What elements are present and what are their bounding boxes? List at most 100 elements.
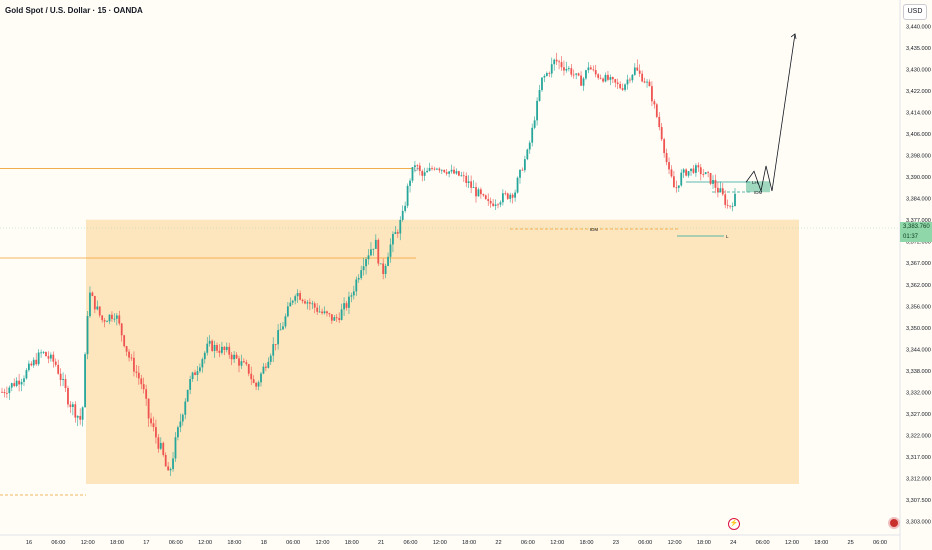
candle-body [374, 239, 377, 249]
candle-body [379, 263, 382, 265]
candle-body [86, 316, 89, 355]
candle-body [84, 354, 86, 408]
candle-body [653, 101, 656, 105]
candle-body [418, 165, 421, 171]
candle-body [575, 73, 578, 75]
level-label: IDM [754, 190, 763, 195]
candle-body [519, 169, 521, 178]
candle-body [572, 74, 575, 76]
candle-body [440, 169, 443, 171]
candle-body [526, 149, 529, 160]
candle-body [570, 68, 573, 75]
candle-body [272, 344, 275, 356]
candle-body [1, 391, 3, 393]
candle-body [406, 185, 409, 206]
y-tick-label: 3,338.000 [906, 369, 931, 375]
candle-body [597, 74, 600, 78]
candle-body [49, 354, 52, 359]
candle-body [682, 169, 685, 173]
candle-body [545, 73, 548, 76]
y-tick-label: 3,322.000 [906, 433, 931, 439]
candle-body [159, 442, 162, 449]
candle-body [137, 372, 140, 379]
candle-body [428, 168, 431, 171]
candle-body [299, 293, 301, 300]
candle-body [550, 64, 553, 74]
candle-body [27, 363, 30, 371]
candle-body [120, 323, 123, 336]
level-label: IDM [590, 227, 599, 232]
candle-body [697, 165, 700, 168]
candle-body [409, 180, 411, 186]
tradingview-logo-icon[interactable] [888, 517, 900, 529]
last-price: 3,383.760 [903, 224, 930, 230]
y-tick-label: 3,406.000 [906, 132, 931, 138]
candle-body [582, 78, 585, 86]
candle-body [651, 86, 653, 102]
candle-body [355, 279, 358, 292]
symbol-title[interactable]: Gold Spot / U.S. Dollar · 15 · OANDA [5, 6, 143, 15]
candle-body [646, 81, 648, 83]
level-lines: LH IDM LH IDM L [0, 166, 900, 496]
candle-body [167, 466, 170, 471]
candle-body [472, 187, 475, 188]
candle-body [724, 194, 727, 205]
candle-body [140, 378, 143, 385]
candle-body [76, 415, 79, 418]
candle-body [221, 346, 223, 353]
x-tick-label: 24 [730, 540, 736, 546]
candle-body [245, 362, 248, 365]
x-tick-label: 18:00 [345, 540, 359, 546]
candle-body [707, 172, 710, 174]
candle-body [396, 232, 399, 234]
candle-body [399, 219, 402, 234]
candle-body [695, 165, 697, 173]
y-tick-label: 3,384.000 [906, 197, 931, 203]
candle-body [162, 442, 165, 456]
x-tick-label: 21 [378, 540, 384, 546]
candle-body [541, 77, 543, 91]
candle-body [348, 296, 350, 308]
candle-body [30, 363, 33, 366]
x-tick-label: 12:00 [198, 540, 212, 546]
candle-body [555, 59, 558, 62]
currency-button[interactable]: USD [903, 4, 927, 20]
candle-body [211, 340, 214, 351]
y-tick-label: 3,317.000 [906, 455, 931, 461]
x-tick-label: 18 [261, 540, 267, 546]
candle-body [479, 189, 482, 195]
candle-body [118, 315, 121, 324]
candle-body [577, 73, 580, 76]
candle-body [252, 379, 255, 383]
candle-body [458, 171, 460, 176]
candle-body [242, 361, 245, 363]
candle-series [1, 52, 736, 476]
candle-body [128, 351, 130, 358]
candle-body [721, 188, 724, 195]
x-tick-label: 12:00 [433, 540, 447, 546]
candle-body [333, 317, 336, 321]
candle-body [734, 193, 736, 207]
candle-body [260, 373, 262, 383]
candle-body [164, 455, 167, 467]
candle-body [421, 170, 424, 176]
x-tick-label: 06:00 [286, 540, 300, 546]
candle-body [641, 73, 644, 82]
candle-body [719, 188, 722, 193]
candle-body [23, 378, 25, 382]
candle-body [81, 407, 84, 420]
x-tick-label: 17 [143, 540, 149, 546]
lightning-flag-icon[interactable]: ⚡ [728, 518, 740, 530]
y-tick-label: 3,327.000 [906, 412, 931, 418]
candle-body [130, 357, 133, 359]
candle-body [392, 233, 394, 245]
candle-body [475, 187, 477, 197]
candle-body [589, 67, 592, 70]
x-tick-label: 18:00 [227, 540, 241, 546]
candle-body [145, 389, 148, 399]
candle-body [189, 379, 192, 390]
candle-body [113, 318, 116, 320]
candle-body [702, 174, 705, 175]
